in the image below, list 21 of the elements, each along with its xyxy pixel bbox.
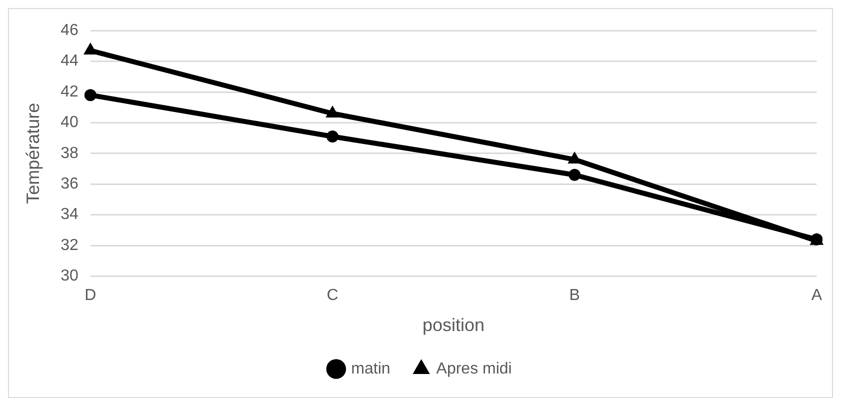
y-tick-label: 34 — [60, 206, 78, 224]
y-tick-label: 38 — [60, 144, 78, 162]
x-axis-title: position — [422, 315, 485, 336]
x-tick-label: B — [569, 287, 580, 304]
legend-label: matin — [351, 360, 390, 378]
y-axis-title: Température — [22, 102, 43, 204]
y-tick-label: 46 — [60, 22, 78, 40]
point — [326, 130, 338, 143]
y-tick-label: 36 — [60, 176, 78, 193]
y-tick-label: 44 — [60, 52, 78, 70]
y-tick-label: 40 — [60, 114, 78, 132]
y-tick-label: 32 — [60, 236, 78, 254]
x-tick-label: D — [84, 287, 96, 304]
legend-label: Apres midi — [436, 360, 512, 378]
point — [568, 168, 581, 181]
point — [83, 42, 98, 55]
x-tick-label: A — [811, 287, 822, 304]
point — [326, 105, 340, 118]
y-tick-label: 30 — [60, 268, 78, 285]
y-tick-label: 42 — [60, 83, 78, 100]
x-tick-label: C — [326, 287, 338, 304]
